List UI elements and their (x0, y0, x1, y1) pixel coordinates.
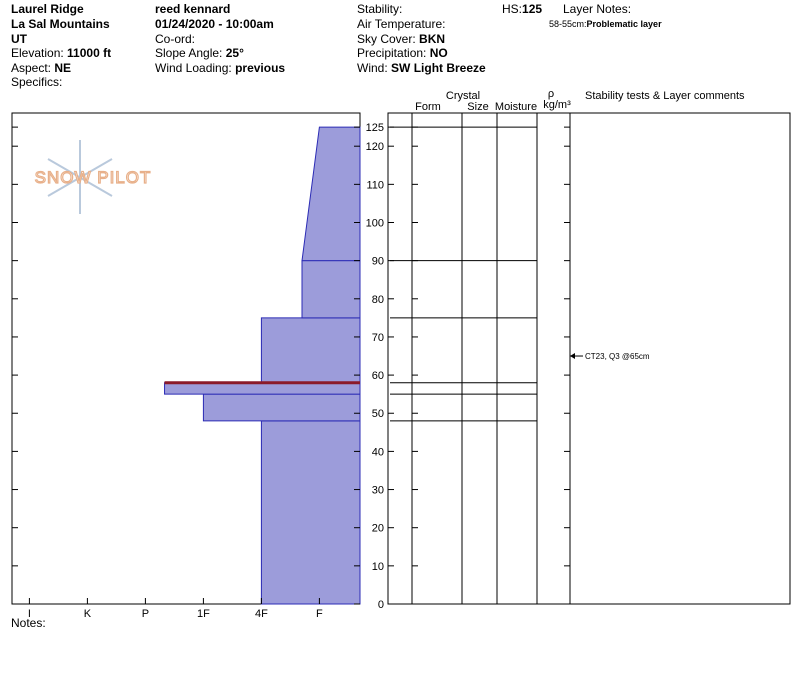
value: NE (54, 61, 71, 75)
label: Precipitation: (357, 46, 426, 60)
hs: HS:125 (502, 2, 542, 16)
x-tick-label: F (316, 608, 323, 620)
x-tick-label: I (28, 608, 31, 620)
col-form: Form (415, 101, 441, 113)
label: Slope Angle: (155, 46, 222, 60)
layer-frame (387, 112, 791, 605)
col-density-unit: kg/m³ (543, 99, 571, 111)
y-tick-label: 50 (372, 408, 384, 420)
logo-text: SNOW PILOT (35, 168, 152, 187)
col-density: ρ (548, 88, 554, 100)
x-tick-label: K (84, 608, 92, 620)
y-tick-label: 40 (372, 446, 384, 458)
hardness-layer (202, 393, 361, 422)
col-moisture: Moisture (495, 101, 537, 113)
hardness-layer (301, 260, 361, 319)
column-lines (411, 113, 571, 604)
value: NO (430, 46, 448, 60)
hardness-layer (260, 317, 361, 384)
observer: reed kennard (155, 2, 230, 16)
stability: Stability: (357, 2, 402, 16)
col-crystal: Crystal (446, 90, 480, 102)
layer-notes: Layer Notes: (563, 2, 631, 16)
y-tick-label: 100 (366, 217, 384, 229)
y-tick-label: 120 (366, 141, 384, 153)
value: 125 (522, 2, 542, 16)
y-tick-label: 125 (366, 122, 384, 134)
range: La Sal Mountains (11, 17, 110, 31)
aspect: Aspect: NE (11, 61, 71, 75)
column-headers: Crystal Form Size Moisture ρ kg/m³ Stabi… (415, 88, 745, 113)
header: Laurel Ridge La Sal Mountains UT Elevati… (11, 2, 662, 89)
y-tick-label: 10 (372, 561, 384, 573)
y-tick-label: 60 (372, 370, 384, 382)
air-temperature: Air Temperature: (357, 17, 445, 31)
specifics: Specifics: (11, 75, 62, 89)
notes: Notes: (11, 616, 46, 630)
wind-loading: Wind Loading: previous (155, 61, 285, 75)
wind: Wind: SW Light Breeze (357, 61, 486, 75)
range: 58-55cm: (549, 19, 587, 29)
precipitation: Precipitation: NO (357, 46, 448, 60)
label: Elevation: (11, 46, 64, 60)
state: UT (11, 32, 28, 46)
hardness-layer (260, 420, 361, 605)
y-tick-label: 110 (366, 179, 384, 191)
test-arrowhead (570, 353, 575, 360)
x-tick-label: P (142, 608, 149, 620)
value: BKN (419, 32, 445, 46)
label: Aspect: (11, 61, 51, 75)
y-tick-label: 90 (372, 256, 384, 268)
text: Problematic layer (587, 19, 663, 29)
y-tick-label: 30 (372, 485, 384, 497)
col-size: Size (467, 101, 488, 113)
y-tick-label: 0 (378, 599, 384, 611)
site: Laurel Ridge (11, 2, 84, 16)
label: Wind Loading: (155, 61, 232, 75)
label: Sky Cover: (357, 32, 416, 46)
hardness-layer (301, 126, 361, 262)
label: HS: (502, 2, 522, 16)
layer-note: 58-55cm:Problematic layer (549, 19, 662, 29)
slope: Slope Angle: 25° (155, 46, 244, 60)
elevation: Elevation: 11000 ft (11, 46, 111, 60)
sky-cover: Sky Cover: BKN (357, 32, 445, 46)
value: 25° (226, 46, 244, 60)
x-tick-label: 1F (197, 608, 210, 620)
y-tick-label: 70 (372, 332, 384, 344)
col-comments: Stability tests & Layer comments (585, 90, 745, 102)
hardness-layer (164, 382, 361, 395)
datetime: 01/24/2020 - 10:00am (155, 17, 274, 31)
label: Wind: (357, 61, 388, 75)
test-label: CT23, Q3 @65cm (585, 352, 650, 361)
y-tick-label: 80 (372, 294, 384, 306)
x-tick-label: 4F (255, 608, 268, 620)
value: 11000 ft (67, 46, 111, 60)
value: SW Light Breeze (391, 61, 486, 75)
y-tick-label: 20 (372, 523, 384, 535)
value: previous (235, 61, 285, 75)
coord: Co-ord: (155, 32, 195, 46)
logo (47, 140, 113, 214)
